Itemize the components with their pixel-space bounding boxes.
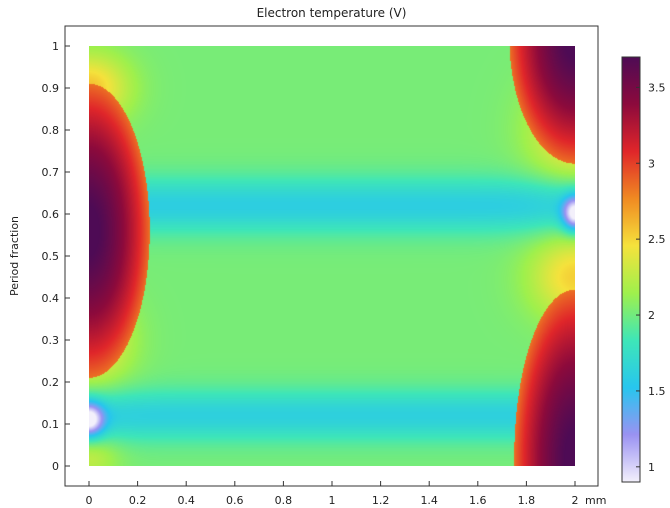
y-tick-label: 0.6 bbox=[42, 208, 60, 221]
x-tick-label: 0.4 bbox=[177, 494, 195, 507]
x-tick-label: 1.4 bbox=[420, 494, 438, 507]
x-axis: 0 0.2 0.4 0.6 0.8 1 1.2 1.4 1.6 1.8 2 bbox=[86, 481, 579, 507]
x-tick-label: 1 bbox=[329, 494, 336, 507]
y-axis-label: Period fraction bbox=[8, 216, 21, 296]
x-axis-unit: mm bbox=[585, 494, 606, 507]
x-tick-label: 2 bbox=[572, 494, 579, 507]
y-tick-label: 0.5 bbox=[42, 250, 60, 263]
y-tick-label: 0.2 bbox=[42, 376, 60, 389]
colorbar: 1 1.5 2 2.5 3 3.5 bbox=[621, 56, 666, 483]
y-tick-label: 0.7 bbox=[42, 166, 60, 179]
colorbar-tick-label: 1.5 bbox=[648, 385, 666, 398]
x-tick-label: 1.2 bbox=[372, 494, 390, 507]
y-tick-label: 0 bbox=[52, 460, 59, 473]
colorbar-tick-label: 2 bbox=[648, 309, 655, 322]
x-tick-label: 0.8 bbox=[275, 494, 293, 507]
x-tick-label: 1.8 bbox=[518, 494, 536, 507]
heatmap-plot-area bbox=[89, 46, 575, 466]
colorbar-tick-label: 3.5 bbox=[648, 81, 666, 94]
y-tick-label: 0.3 bbox=[42, 334, 60, 347]
colorbar-gradient bbox=[621, 56, 641, 483]
x-tick-label: 0.2 bbox=[129, 494, 147, 507]
y-tick-label: 0.1 bbox=[42, 418, 60, 431]
heatmap-surface bbox=[89, 46, 575, 466]
colorbar-ticks: 1 1.5 2 2.5 3 3.5 bbox=[636, 81, 666, 474]
colorbar-tick-label: 1 bbox=[648, 461, 655, 474]
x-tick-label: 0 bbox=[86, 494, 93, 507]
y-axis: 0 0.1 0.2 0.3 0.4 0.5 0.6 0.7 0.8 0.9 1 bbox=[42, 40, 70, 473]
y-tick-label: 0.9 bbox=[42, 82, 60, 95]
x-tick-label: 1.6 bbox=[469, 494, 487, 507]
colorbar-tick-label: 2.5 bbox=[648, 233, 666, 246]
y-tick-label: 1 bbox=[52, 40, 59, 53]
chart-title: Electron temperature (V) bbox=[257, 6, 407, 20]
x-tick-label: 0.6 bbox=[226, 494, 244, 507]
y-tick-label: 0.8 bbox=[42, 124, 60, 137]
colorbar-tick-label: 3 bbox=[648, 157, 655, 170]
y-tick-label: 0.4 bbox=[42, 292, 60, 305]
